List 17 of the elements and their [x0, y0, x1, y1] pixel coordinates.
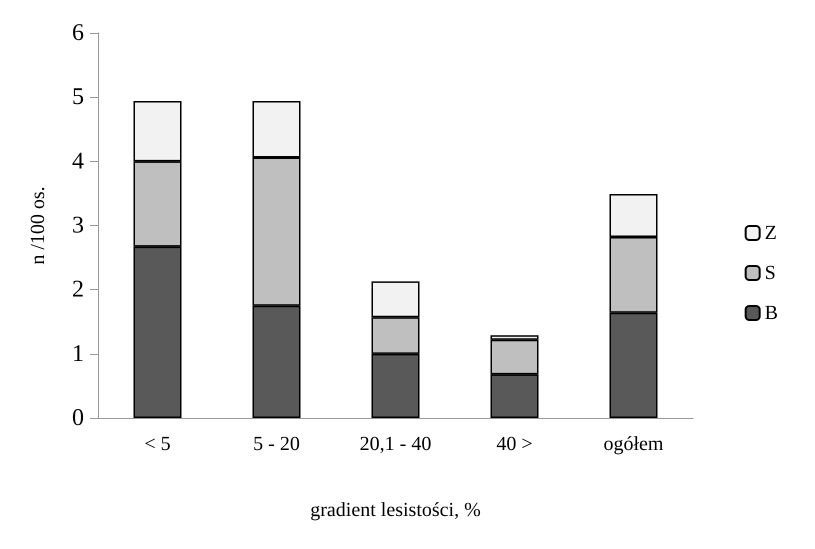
x-tick-label: 20,1 - 40: [360, 433, 432, 455]
y-tick-label: 3: [72, 212, 84, 238]
x-tick-label: 40 >: [496, 433, 533, 455]
x-tick-label: ogółem: [604, 433, 664, 455]
x-tick-label: < 5: [144, 433, 171, 455]
y-tick-label: 2: [72, 276, 84, 303]
legend-label: B: [764, 302, 778, 324]
legend-label: Z: [764, 222, 777, 244]
y-tick-label: 4: [72, 148, 84, 174]
x-axis-title: gradient lesistości, %: [310, 499, 481, 521]
y-tick-label: 6: [72, 20, 84, 46]
y-tick-label: 5: [72, 84, 84, 110]
x-tick-label: 5 - 20: [253, 433, 300, 455]
legend-label: S: [764, 262, 776, 284]
y-tick-label: 1: [72, 340, 84, 367]
y-axis-title: n /100 os.: [27, 186, 49, 265]
y-tick-label: 0: [72, 405, 84, 431]
